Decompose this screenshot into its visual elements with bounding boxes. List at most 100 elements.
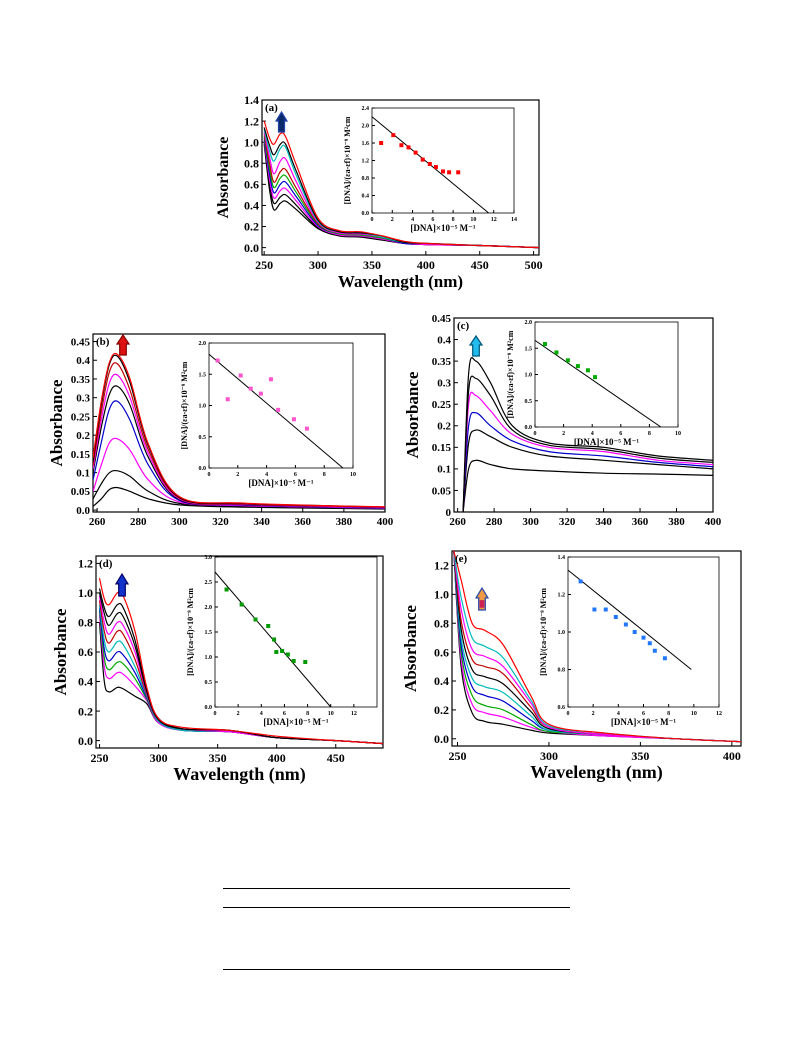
y-axis-label: Absorbance — [401, 605, 420, 692]
spectra-curves — [98, 578, 383, 745]
main-axis-xtick-label: 340 — [253, 516, 270, 528]
main-axis-ytick-label: 0.15 — [71, 449, 91, 461]
inset-axis-ytick-label: 1.0 — [205, 655, 213, 661]
main-axis-ytick-label: 0.0 — [434, 732, 449, 746]
main-axis-ytick-label: 0.3 — [437, 378, 451, 390]
spectrum-line — [462, 411, 713, 512]
inset-axis-ytick-label: 1.5 — [199, 372, 207, 378]
inset-bg — [209, 343, 353, 468]
inset-axis-ytick-label: 0.0 — [205, 705, 213, 711]
data-point — [238, 373, 243, 378]
data-point — [593, 375, 598, 380]
inset-axis-xtick-label: 6 — [642, 711, 645, 717]
spectrum-line — [98, 578, 383, 745]
inset-axis-ytick-label: 2.4 — [362, 106, 370, 112]
data-point — [274, 650, 279, 654]
inset-bg — [535, 322, 678, 427]
panel-b: 260 280 300 320 340 360 380 4000.00.050.10.150.… — [47, 333, 394, 528]
main-axis-ytick-label: 0.3 — [76, 393, 90, 405]
main-axis-xtick-label: 500 — [525, 258, 543, 272]
main-axis-xtick-label: 250 — [91, 751, 109, 765]
main-axis-xtick-label: 350 — [363, 258, 381, 272]
main-axis-ytick-label: 0.4 — [434, 674, 449, 688]
inset-axis-ytick-label: 1.0 — [525, 373, 533, 379]
main-axis-xtick-label: 350 — [631, 749, 649, 763]
main-axis-xtick-label: 400 — [377, 516, 394, 528]
inset-axis-xtick-label: 10 — [470, 217, 476, 223]
main-axis-ytick-label: 0.8 — [78, 616, 93, 630]
main-axis-xtick-label: 400 — [268, 751, 286, 765]
data-point — [379, 141, 384, 145]
main-axis-frame — [92, 333, 386, 513]
spectrum-line — [263, 131, 539, 249]
inset-axis-ytick-label: 0.0 — [199, 466, 207, 472]
inset-x-axis-label: [DNA]×10⁻⁵ M⁻¹ — [574, 437, 640, 447]
x-axis-label: Wavelength (nm) — [173, 764, 306, 785]
inset-axis-ytick-label: 1.0 — [199, 404, 207, 410]
inset-axis-xtick-label: 0 — [534, 431, 537, 437]
main-axis-xtick-label: 300 — [309, 258, 327, 272]
panel-label: (e) — [455, 553, 468, 565]
main-axis-xtick-label: 320 — [559, 516, 576, 528]
main-axis-ytick-label: 0.35 — [432, 356, 452, 368]
inset-bg — [215, 557, 377, 707]
y-axis-label: Absorbance — [47, 379, 66, 466]
inset-axis-xtick-label: 12 — [716, 711, 722, 717]
main-axis-ytick-label: 1.2 — [244, 114, 259, 128]
panel-e: 250 300 350 400 0.0 0.2 0.4 0.6 0.8 1.0 1.2 Wavelen… — [401, 550, 742, 783]
inset-axis-ytick-label: 1.2 — [558, 593, 566, 599]
up-arrow-icon — [115, 333, 131, 356]
data-point — [248, 386, 253, 391]
data-point — [647, 641, 652, 646]
main-axis-ytick-label: 0.2 — [76, 430, 90, 442]
data-point — [662, 656, 667, 661]
inset-y-axis-label: [DNA]/(εa-εf)×10⁻⁹ M²cm — [180, 361, 189, 449]
arrow-shape — [474, 586, 490, 611]
main-axis-xtick-label: 300 — [540, 749, 558, 763]
data-point — [578, 579, 583, 584]
inset-axis-xtick-label: 0 — [371, 217, 374, 223]
inset-axis-ytick-label: 1.6 — [362, 141, 370, 147]
data-point — [258, 391, 263, 396]
inset-axis-xtick-label: 10 — [328, 711, 334, 717]
fit-line — [208, 353, 344, 469]
data-point — [441, 169, 445, 174]
data-point — [641, 635, 646, 640]
inset-axis-ytick-label: 0.8 — [558, 668, 566, 674]
main-axis-ytick-label: 1.2 — [78, 557, 93, 571]
inset-plot: 0 2 4 6 8 10 0.0 0.5 1.0 1.5 2.0 [DNA]×10⁻⁵ M⁻¹ [DNA… — [180, 341, 356, 488]
inset-axis-xtick-label: 10 — [350, 472, 356, 478]
spectrum-line — [462, 391, 713, 512]
data-point — [456, 170, 461, 175]
main-axis-ytick-label: 0.6 — [244, 178, 259, 192]
y-axis-label: Absorbance — [403, 371, 422, 458]
inset-axis-xtick-label: 2 — [391, 217, 394, 223]
data-point — [272, 637, 277, 642]
inset-plot: 0 2 4 6 8 10 12 0.0 0.5 1.0 1.5 2.0 2.5 3.0 [DNA]×10⁻⁵… — [186, 555, 378, 727]
data-point — [613, 615, 618, 619]
main-axis-ytick-label: 0.8 — [434, 616, 449, 630]
data-point — [285, 652, 290, 657]
spectrum-line — [93, 469, 385, 510]
up-arrow-icon — [474, 586, 490, 611]
table-header-rule — [223, 907, 570, 908]
inset-axis-ytick-label: 0.0 — [362, 211, 370, 217]
main-axis-xtick-label: 250 — [255, 258, 273, 272]
main-axis-xtick-label: 360 — [632, 516, 649, 528]
spectrum-line — [98, 588, 383, 745]
main-axis-xtick-label: 380 — [336, 516, 353, 528]
main-axis-ytick-label: 0.4 — [76, 355, 90, 367]
spectrum-line — [462, 429, 713, 512]
data-point — [268, 377, 273, 382]
data-point — [575, 364, 580, 369]
main-axis-xtick-label: 300 — [171, 516, 188, 528]
data-point — [303, 660, 308, 664]
main-axis-ytick-label: 0.2 — [434, 703, 449, 717]
spectra-curves — [93, 352, 385, 510]
panel-label: (c) — [457, 320, 470, 332]
inset-axis-xtick-label: 14 — [511, 217, 517, 223]
main-axis-xtick-label: 350 — [209, 751, 227, 765]
inset-axis-ytick-label: 0.8 — [362, 176, 370, 182]
data-point — [291, 417, 296, 422]
